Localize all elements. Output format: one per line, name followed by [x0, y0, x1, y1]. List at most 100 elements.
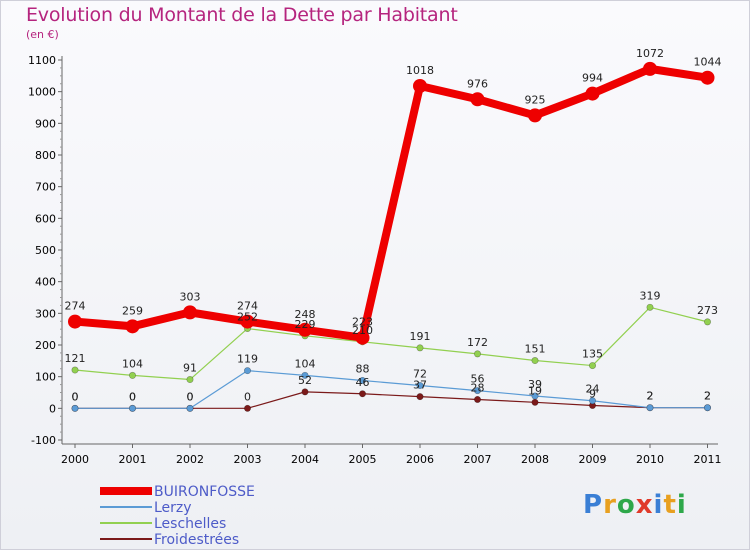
data-label: 0 [129, 390, 136, 403]
data-label: 259 [122, 304, 143, 317]
series-point [473, 395, 481, 403]
series-point [646, 303, 654, 311]
data-label: 2 [647, 390, 654, 403]
logo-letter: i [676, 490, 687, 520]
data-label: 274 [237, 300, 258, 313]
series-point [129, 404, 137, 412]
series-point [416, 382, 424, 390]
data-label: 24 [586, 383, 600, 396]
data-label: 1018 [406, 64, 434, 77]
data-label: 191 [410, 330, 431, 343]
y-tick-label: 800 [35, 149, 56, 162]
series-point [703, 404, 711, 412]
series-point [416, 393, 424, 401]
data-label: 274 [65, 300, 86, 313]
data-label: 72 [413, 368, 427, 381]
axes: -100010020030040050060070080090010001100… [28, 54, 722, 466]
series-point [646, 404, 654, 412]
data-label: 0 [187, 390, 194, 403]
legend-label: Leschelles [154, 516, 227, 532]
x-tick-label: 2009 [579, 453, 607, 466]
y-tick-label: 1100 [28, 54, 56, 67]
series-point [585, 86, 600, 101]
data-label: 2 [647, 390, 654, 403]
series-point [588, 362, 596, 370]
data-label: 210 [352, 324, 373, 337]
series-line-froidestrées [74, 391, 709, 409]
data-label: 2 [704, 390, 711, 403]
data-label: 91 [183, 362, 197, 375]
y-tick-label: 0 [49, 402, 56, 415]
data-label: 46 [356, 376, 370, 389]
series-point [125, 319, 140, 334]
data-label: 223 [352, 316, 373, 329]
x-tick-label: 2011 [694, 453, 722, 466]
legend-item: Leschelles [100, 516, 360, 532]
y-tick-label: 300 [35, 307, 56, 320]
series-point [531, 357, 539, 365]
data-label: 994 [582, 72, 603, 85]
legend-label: Froidestrées [154, 532, 240, 548]
series-point [183, 305, 197, 320]
data-label: 52 [298, 374, 312, 387]
legend-swatch [100, 538, 152, 540]
proxiti-logo: Proxiti [583, 490, 687, 520]
legend-item: Froidestrées [100, 532, 360, 548]
data-label: 925 [525, 93, 546, 106]
series-layer [68, 61, 715, 412]
series-point [470, 92, 485, 107]
series-point [244, 404, 252, 412]
logo-letter: o [616, 490, 636, 520]
series-point [71, 404, 79, 412]
series-point [413, 78, 427, 93]
series-point [473, 387, 481, 395]
series-point [703, 318, 711, 326]
x-tick-label: 2000 [61, 453, 89, 466]
data-labels: 274 259 303 274 248 223 1018 976 925 994 1072 1044 0… [65, 47, 722, 403]
y-tick-label: 200 [35, 339, 56, 352]
y-tick-label: 400 [35, 276, 56, 289]
logo-letter: P [583, 490, 604, 520]
x-tick-label: 2004 [291, 453, 319, 466]
data-label: 121 [65, 352, 86, 365]
logo-letter: i [653, 490, 664, 520]
series-point [588, 397, 596, 405]
legend-swatch [100, 506, 152, 508]
data-label: 56 [471, 373, 485, 386]
x-tick-label: 2010 [636, 453, 664, 466]
series-point [240, 314, 255, 329]
series-point [186, 404, 194, 412]
series-point [531, 392, 539, 400]
data-label: 119 [237, 353, 258, 366]
data-label: 0 [72, 390, 79, 403]
series-point [358, 376, 366, 384]
y-tick-label: 1000 [28, 86, 56, 99]
data-label: 19 [528, 384, 542, 397]
data-label: 1044 [694, 56, 722, 69]
data-label: 248 [295, 308, 316, 321]
series-point [355, 330, 370, 345]
series-point [643, 61, 657, 76]
x-tick-label: 2008 [521, 453, 549, 466]
data-label: 976 [467, 77, 488, 90]
data-label: 172 [467, 336, 488, 349]
series-point [531, 398, 539, 406]
series-point [416, 344, 424, 352]
series-point [71, 366, 79, 374]
series-point [186, 376, 194, 384]
data-label: 0 [187, 390, 194, 403]
data-label: 303 [180, 290, 201, 303]
legend-label: BUIRONFOSSE [154, 484, 255, 500]
legend-swatch [100, 522, 152, 524]
y-tick-label: 700 [35, 181, 56, 194]
data-label: 0 [244, 390, 251, 403]
logo-letter: t [663, 490, 677, 520]
series-point [68, 314, 82, 329]
series-point [129, 371, 137, 379]
data-label: 151 [525, 343, 546, 356]
series-line-buironfosse [71, 64, 712, 342]
logo-letter: r [603, 490, 617, 520]
logo-letter: x [635, 490, 654, 520]
x-tick-label: 2003 [234, 453, 262, 466]
series-line-lerzy [74, 370, 709, 409]
